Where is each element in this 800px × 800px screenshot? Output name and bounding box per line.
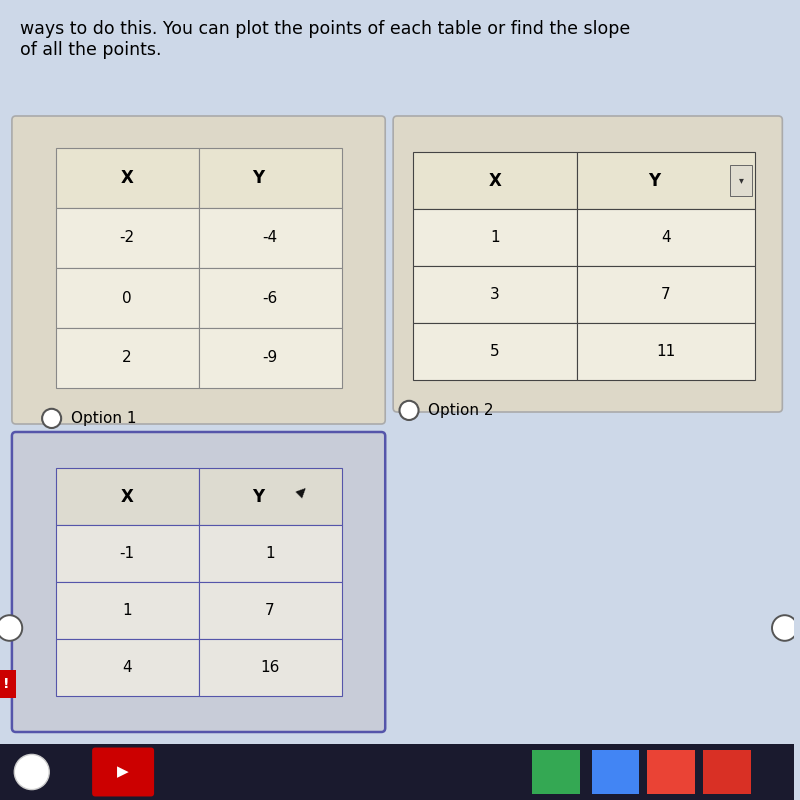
Circle shape: [14, 754, 50, 790]
Bar: [0, 744, 794, 800]
Text: -9: -9: [262, 350, 278, 366]
Text: 1: 1: [122, 603, 132, 618]
Text: Y: Y: [252, 487, 264, 506]
Bar: [577, 323, 754, 380]
Text: X: X: [489, 171, 502, 190]
Text: ways to do this. You can plot the points of each table or find the slope
of all : ways to do this. You can plot the points…: [20, 20, 630, 58]
Text: 7: 7: [266, 603, 275, 618]
Text: 4: 4: [661, 230, 670, 245]
FancyBboxPatch shape: [730, 165, 752, 196]
Text: Option 2: Option 2: [428, 403, 494, 418]
Bar: [0, 670, 16, 698]
FancyBboxPatch shape: [12, 432, 386, 732]
Bar: [577, 152, 754, 209]
Text: X: X: [121, 169, 134, 187]
Text: ▶: ▶: [118, 765, 129, 779]
Bar: [55, 328, 198, 388]
Text: 4: 4: [122, 660, 132, 675]
Text: Y: Y: [648, 171, 660, 190]
Bar: [198, 328, 342, 388]
Text: -1: -1: [119, 546, 134, 561]
Text: 11: 11: [656, 344, 675, 359]
FancyBboxPatch shape: [393, 116, 782, 412]
Bar: [198, 268, 342, 328]
Text: 1: 1: [490, 230, 500, 245]
Text: X: X: [121, 487, 134, 506]
Bar: [413, 323, 577, 380]
Bar: [198, 468, 342, 525]
Text: !: !: [3, 677, 10, 691]
Bar: [577, 266, 754, 323]
Bar: [592, 750, 639, 794]
Circle shape: [0, 615, 22, 641]
Bar: [198, 208, 342, 268]
Bar: [198, 639, 342, 696]
Text: 0: 0: [122, 290, 132, 306]
Text: -6: -6: [262, 290, 278, 306]
Bar: [577, 209, 754, 266]
Bar: [55, 582, 198, 639]
Bar: [55, 639, 198, 696]
Bar: [198, 148, 342, 208]
Text: -4: -4: [262, 230, 278, 246]
Bar: [413, 266, 577, 323]
Bar: [55, 525, 198, 582]
Bar: [55, 208, 198, 268]
Circle shape: [42, 409, 61, 428]
Circle shape: [772, 615, 798, 641]
Bar: [198, 582, 342, 639]
Text: ▾: ▾: [738, 175, 743, 186]
Bar: [413, 152, 577, 209]
Text: 3: 3: [490, 287, 500, 302]
Bar: [55, 268, 198, 328]
Bar: [647, 750, 695, 794]
Text: Option 1: Option 1: [70, 411, 136, 426]
FancyBboxPatch shape: [12, 116, 386, 424]
Text: 5: 5: [490, 344, 500, 359]
FancyBboxPatch shape: [92, 747, 154, 797]
Bar: [198, 525, 342, 582]
Text: -2: -2: [119, 230, 134, 246]
Bar: [55, 468, 198, 525]
Circle shape: [399, 401, 418, 420]
Text: 7: 7: [661, 287, 670, 302]
Bar: [55, 148, 198, 208]
Text: Y: Y: [252, 169, 264, 187]
Text: ▲: ▲: [294, 483, 310, 498]
Bar: [532, 750, 580, 794]
Text: 1: 1: [266, 546, 275, 561]
Bar: [413, 209, 577, 266]
Bar: [703, 750, 750, 794]
Text: 2: 2: [122, 350, 132, 366]
Text: 16: 16: [260, 660, 280, 675]
